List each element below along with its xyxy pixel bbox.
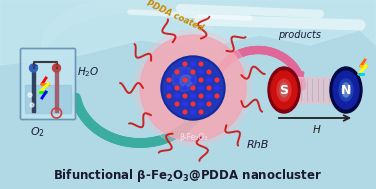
Circle shape: [183, 94, 187, 98]
Circle shape: [167, 78, 171, 82]
Circle shape: [191, 70, 195, 74]
Circle shape: [207, 78, 211, 82]
Circle shape: [207, 70, 211, 74]
FancyBboxPatch shape: [21, 49, 76, 119]
Circle shape: [207, 102, 211, 106]
Circle shape: [215, 86, 219, 90]
Ellipse shape: [342, 83, 350, 97]
Text: N: N: [341, 84, 351, 97]
Text: H$_2$O: H$_2$O: [77, 65, 100, 79]
Circle shape: [30, 103, 34, 107]
Text: S: S: [279, 84, 288, 97]
Circle shape: [215, 94, 219, 98]
Circle shape: [199, 110, 203, 114]
Bar: [32, 70, 35, 112]
Ellipse shape: [280, 83, 288, 97]
Text: PDDA coated: PDDA coated: [145, 0, 205, 33]
Circle shape: [135, 30, 251, 146]
Circle shape: [199, 62, 203, 66]
Text: Bifunctional $\mathbf{\beta}$-Fe$_\mathbf{2}$O$_\mathbf{3}$@PDDA nanocluster: Bifunctional $\mathbf{\beta}$-Fe$_\mathb…: [53, 167, 323, 184]
Circle shape: [163, 58, 223, 118]
Bar: [25, 85, 71, 113]
Text: products: products: [279, 30, 321, 40]
Circle shape: [183, 78, 187, 82]
Circle shape: [167, 94, 171, 98]
Ellipse shape: [330, 67, 362, 113]
Circle shape: [175, 86, 179, 90]
Circle shape: [183, 110, 187, 114]
Circle shape: [191, 62, 195, 66]
Circle shape: [140, 35, 246, 141]
Text: O$_2$: O$_2$: [30, 125, 45, 139]
Circle shape: [172, 67, 196, 91]
Circle shape: [207, 86, 211, 90]
Circle shape: [28, 93, 32, 97]
Circle shape: [53, 64, 61, 72]
Circle shape: [191, 94, 195, 98]
Circle shape: [199, 70, 203, 74]
Bar: [55, 70, 58, 112]
Ellipse shape: [339, 79, 353, 101]
Ellipse shape: [271, 71, 297, 109]
Ellipse shape: [333, 71, 359, 109]
Circle shape: [183, 62, 187, 66]
Circle shape: [191, 110, 195, 114]
Circle shape: [191, 102, 195, 106]
Circle shape: [191, 86, 195, 90]
Circle shape: [215, 78, 219, 82]
Circle shape: [167, 86, 171, 90]
Circle shape: [175, 78, 179, 82]
Circle shape: [175, 70, 179, 74]
Circle shape: [175, 102, 179, 106]
Ellipse shape: [268, 67, 300, 113]
Circle shape: [199, 102, 203, 106]
Circle shape: [183, 102, 187, 106]
Text: H: H: [313, 125, 321, 135]
Text: +: +: [53, 60, 60, 70]
Circle shape: [29, 64, 38, 72]
Circle shape: [183, 70, 187, 74]
Text: β-Fe₂O₃: β-Fe₂O₃: [179, 133, 207, 142]
Circle shape: [180, 75, 192, 87]
Circle shape: [183, 86, 187, 90]
Circle shape: [175, 94, 179, 98]
Ellipse shape: [277, 79, 291, 101]
Circle shape: [199, 94, 203, 98]
Polygon shape: [0, 0, 376, 65]
Circle shape: [199, 78, 203, 82]
Circle shape: [199, 86, 203, 90]
Bar: [286, 77, 344, 103]
Circle shape: [207, 94, 211, 98]
Text: RhB: RhB: [247, 140, 269, 150]
Circle shape: [191, 78, 195, 82]
Text: −: −: [30, 60, 37, 70]
Circle shape: [161, 56, 225, 120]
